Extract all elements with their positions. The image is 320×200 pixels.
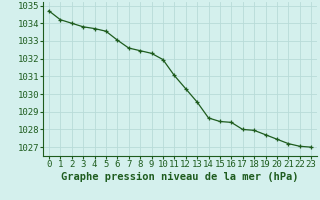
- X-axis label: Graphe pression niveau de la mer (hPa): Graphe pression niveau de la mer (hPa): [61, 172, 299, 182]
